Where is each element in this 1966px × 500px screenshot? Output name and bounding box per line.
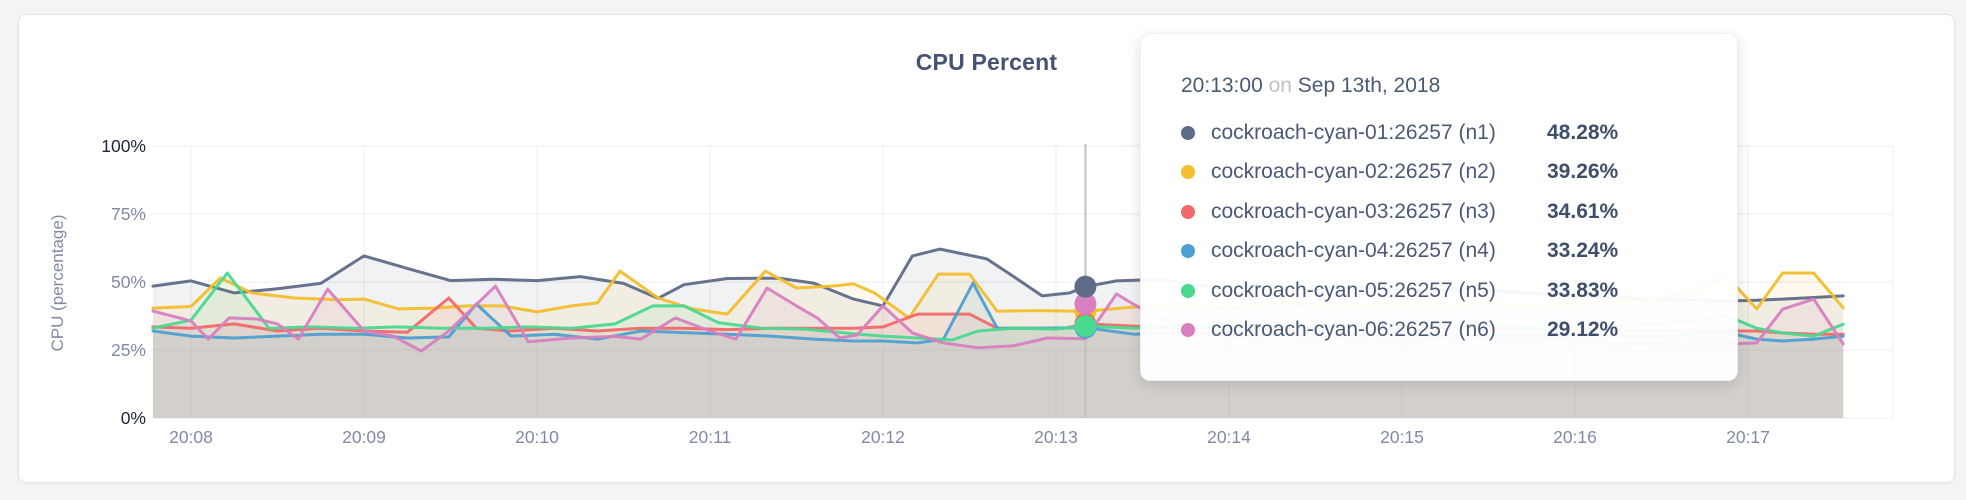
x-axis-tick-label: 20:17 <box>1726 427 1770 447</box>
tooltip-row: cockroach-cyan-01:26257 (n1) 48.28% <box>1181 113 1737 153</box>
tooltip-rows: cockroach-cyan-01:26257 (n1) 48.28% cockro… <box>1181 113 1737 350</box>
axis-labels: 20:08 20:09 20:10 20:11 20:12 20:13 20:14 20:15… <box>48 136 1770 447</box>
tooltip-row: cockroach-cyan-05:26257 (n5) 33.83% <box>1181 271 1737 311</box>
hover-dot <box>1074 275 1097 298</box>
y-axis-tick-label: 25% <box>111 340 146 360</box>
series-area-n3 <box>152 298 1844 418</box>
chart-card: CPU Percent 20:08 20:09 20:10 20:11 20:12 20:… <box>18 14 1955 483</box>
y-axis-tick-label: 0% <box>121 408 146 428</box>
series-label: cockroach-cyan-06:26257 (n6) <box>1211 318 1496 342</box>
y-axis-title: CPU (percentage) <box>48 214 67 351</box>
series-value: 39.26% <box>1547 160 1619 184</box>
y-axis-tick-label: 75% <box>111 204 146 224</box>
x-axis-tick-label: 20:16 <box>1553 427 1597 447</box>
series-value: 33.83% <box>1547 278 1619 302</box>
series-value: 29.12% <box>1547 318 1619 342</box>
series-color-dot-icon <box>1181 125 1195 140</box>
hover-dot <box>1074 292 1097 315</box>
series-color-dot-icon <box>1181 165 1195 180</box>
hover-tooltip: 20:13:00 on Sep 13th, 2018 cockroach-cya… <box>1140 33 1738 381</box>
series-value: 33.24% <box>1547 239 1619 263</box>
series-label: cockroach-cyan-01:26257 (n1) <box>1211 120 1496 144</box>
tooltip-header: 20:13:00 on Sep 13th, 2018 <box>1181 74 1737 102</box>
x-axis-tick-label: 20:09 <box>342 427 386 447</box>
series-color-dot-icon <box>1181 204 1195 219</box>
x-axis-tick-label: 20:12 <box>861 427 905 447</box>
series-value: 48.28% <box>1547 120 1619 144</box>
x-axis-tick-label: 20:11 <box>689 427 732 447</box>
series-color-dot-icon <box>1181 323 1195 338</box>
x-axis-tick-label: 20:08 <box>169 427 213 447</box>
tooltip-row: cockroach-cyan-02:26257 (n2) 39.26% <box>1181 153 1737 193</box>
x-axis-tick-label: 20:14 <box>1207 427 1251 447</box>
y-axis-tick-label: 50% <box>111 272 146 292</box>
x-axis-tick-label: 20:13 <box>1034 427 1078 447</box>
series-color-dot-icon <box>1181 244 1195 259</box>
series-label: cockroach-cyan-04:26257 (n4) <box>1211 239 1496 263</box>
series-label: cockroach-cyan-03:26257 (n3) <box>1211 199 1496 223</box>
tooltip-row: cockroach-cyan-04:26257 (n4) 33.24% <box>1181 232 1737 272</box>
tooltip-time: 20:13:00 <box>1181 74 1263 97</box>
series-color-dot-icon <box>1181 283 1195 298</box>
hover-dots <box>1074 275 1097 339</box>
y-axis-tick-label: 100% <box>101 136 146 156</box>
x-axis-tick-label: 20:15 <box>1380 427 1424 447</box>
tooltip-date: Sep 13th, 2018 <box>1297 74 1441 97</box>
series-label: cockroach-cyan-02:26257 (n2) <box>1211 160 1496 184</box>
tooltip-row: cockroach-cyan-06:26257 (n6) 29.12% <box>1181 311 1737 351</box>
series-label: cockroach-cyan-05:26257 (n5) <box>1211 278 1496 302</box>
hover-dot <box>1074 314 1097 337</box>
series-value: 34.61% <box>1547 199 1619 223</box>
tooltip-on: on <box>1268 74 1292 97</box>
series-area-n4 <box>152 283 1844 418</box>
chart-title: CPU Percent <box>915 49 1058 75</box>
x-axis-tick-label: 20:10 <box>515 427 559 447</box>
series-area-n6 <box>152 286 1844 418</box>
tooltip-row: cockroach-cyan-03:26257 (n3) 34.61% <box>1181 192 1737 232</box>
